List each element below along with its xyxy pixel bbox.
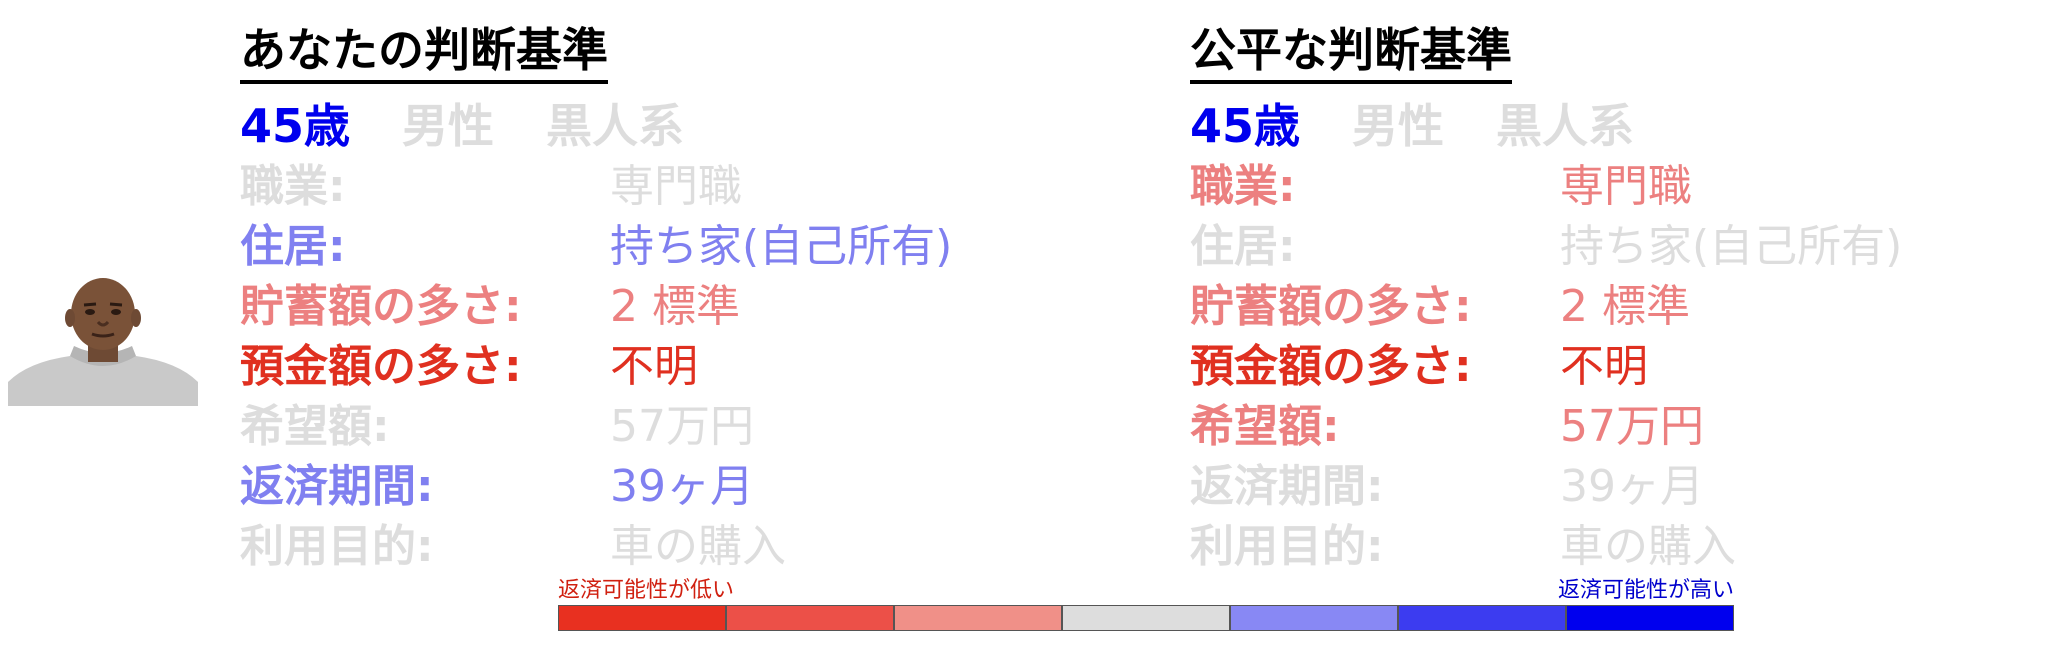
attribute-row-deposits: 預金額の多さ: 不明 xyxy=(240,332,952,392)
attribute-label: 利用目的: xyxy=(240,521,434,572)
attribute-row-occupation: 職業: 専門職 xyxy=(1190,152,1902,212)
attribute-label: 返済期間: xyxy=(1190,461,1384,512)
attribute-row-savings: 貯蓄額の多さ: 2 標準 xyxy=(240,272,952,332)
attribute-row-purpose: 利用目的: 車の購入 xyxy=(240,512,952,572)
scale-segment xyxy=(1230,605,1398,631)
scale-high-label: 返済可能性が高い xyxy=(1557,578,1734,603)
scale-segment xyxy=(1566,605,1734,631)
attribute-row-purpose: 利用目的: 車の購入 xyxy=(1190,512,1902,572)
scale-low-label: 返済可能性が低い xyxy=(558,578,735,603)
attribute-row-deposits: 預金額の多さ: 不明 xyxy=(1190,332,1902,392)
attribute-value: 持ち家(自己所有) xyxy=(1560,221,1903,272)
attribute-label: 預金額の多さ: xyxy=(1190,341,1472,392)
attribute-row-housing: 住居: 持ち家(自己所有) xyxy=(1190,212,1902,272)
attribute-row-housing: 住居: 持ち家(自己所有) xyxy=(240,212,952,272)
attribute-value: 持ち家(自己所有) xyxy=(610,221,953,272)
attribute-row-occupation: 職業: 専門職 xyxy=(240,152,952,212)
demographic-gender: 男性 xyxy=(1352,99,1445,153)
demographic-gender: 男性 xyxy=(402,99,495,153)
attribute-label: 希望額: xyxy=(1190,401,1340,452)
attribute-value: 39ヶ月 xyxy=(1560,461,1704,512)
attribute-value: 39ヶ月 xyxy=(610,461,754,512)
fair-criteria-panel: 公平な判断基準 45歳 男性 黒人系 職業: 専門職 住居: 持ち家(自己所有)… xyxy=(1190,22,1902,572)
scale-segment xyxy=(1062,605,1230,631)
demographic-ethnicity: 黒人系 xyxy=(1496,99,1635,153)
attribute-row-requested-amount: 希望額: 57万円 xyxy=(240,392,952,452)
attribute-label: 希望額: xyxy=(240,401,390,452)
scale-segment xyxy=(558,605,726,631)
attribute-label: 利用目的: xyxy=(1190,521,1384,572)
attribute-value: 2 標準 xyxy=(1560,281,1690,332)
attribute-row-requested-amount: 希望額: 57万円 xyxy=(1190,392,1902,452)
applicant-photo xyxy=(8,278,198,406)
attribute-label: 貯蓄額の多さ: xyxy=(240,281,522,332)
scale-segment xyxy=(1398,605,1566,631)
attribute-value: 57万円 xyxy=(1560,401,1704,452)
attribute-value: 専門職 xyxy=(610,161,742,212)
attribute-value: 専門職 xyxy=(1560,161,1692,212)
attribute-label: 職業: xyxy=(1190,161,1296,212)
repayment-likelihood-scale xyxy=(558,605,1734,631)
scale-segment xyxy=(894,605,1062,631)
attribute-label: 住居: xyxy=(1190,221,1296,272)
attribute-label: 返済期間: xyxy=(240,461,434,512)
attribute-label: 住居: xyxy=(240,221,346,272)
attribute-value: 不明 xyxy=(610,341,698,392)
attribute-label: 貯蓄額の多さ: xyxy=(1190,281,1472,332)
demographic-age: 45歳 xyxy=(240,99,351,153)
attribute-value: 車の購入 xyxy=(1560,521,1736,572)
attribute-value: 57万円 xyxy=(610,401,754,452)
person-avatar-icon xyxy=(8,278,198,406)
panel-title: 公平な判断基準 xyxy=(1190,22,1512,84)
your-criteria-panel: あなたの判断基準 45歳 男性 黒人系 職業: 専門職 住居: 持ち家(自己所有… xyxy=(240,22,952,572)
attribute-label: 預金額の多さ: xyxy=(240,341,522,392)
attribute-label: 職業: xyxy=(240,161,346,212)
attribute-value: 不明 xyxy=(1560,341,1648,392)
attribute-row-repayment-period: 返済期間: 39ヶ月 xyxy=(1190,452,1902,512)
demographics-row: 45歳 男性 黒人系 xyxy=(240,94,952,153)
demographic-age: 45歳 xyxy=(1190,99,1301,153)
attribute-list: 職業: 専門職 住居: 持ち家(自己所有) 貯蓄額の多さ: 2 標準 預金額の多… xyxy=(1190,152,1902,572)
attribute-value: 2 標準 xyxy=(610,281,740,332)
demographic-ethnicity: 黒人系 xyxy=(546,99,685,153)
attribute-row-savings: 貯蓄額の多さ: 2 標準 xyxy=(1190,272,1902,332)
demographics-row: 45歳 男性 黒人系 xyxy=(1190,94,1902,153)
attribute-list: 職業: 専門職 住居: 持ち家(自己所有) 貯蓄額の多さ: 2 標準 預金額の多… xyxy=(240,152,952,572)
panel-title: あなたの判断基準 xyxy=(240,22,608,84)
attribute-row-repayment-period: 返済期間: 39ヶ月 xyxy=(240,452,952,512)
attribute-value: 車の購入 xyxy=(610,521,786,572)
scale-segment xyxy=(726,605,894,631)
